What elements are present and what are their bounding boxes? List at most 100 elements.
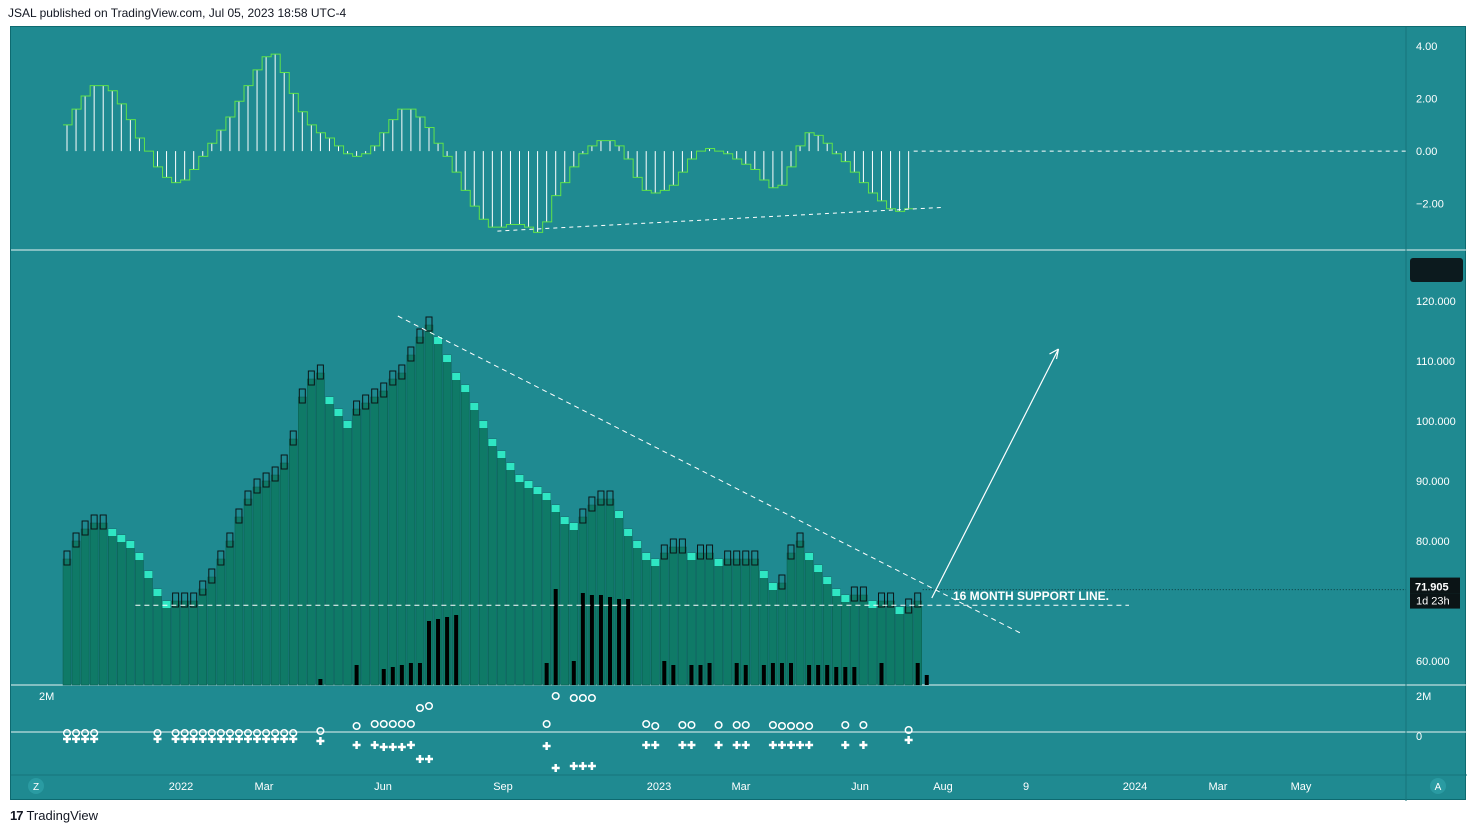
last-price-tag [1410,577,1460,594]
osc-trendline [497,206,941,232]
price-bar-cap [461,385,470,392]
price-candle-outline [660,544,668,560]
price-candle-outline [425,316,433,332]
price-bar [533,486,542,686]
price-candle-outline [262,472,270,488]
price-bar [886,600,895,686]
x-axis-label: Mar [1209,781,1228,793]
signal-circle [388,719,397,729]
signal-cross [379,743,388,751]
signal-cross [216,735,225,743]
tradingview-brand: TradingView [26,808,99,823]
volume-bar [626,599,631,685]
signal-cross [406,741,415,749]
volume-bar [390,667,395,685]
signal-cross [796,741,805,749]
price-bar [560,516,569,686]
signal-left-label: 2M [39,691,54,703]
price-bar [904,606,913,686]
price-y-tick-label: 110.000 [1416,356,1455,368]
signal-circle [796,721,805,731]
price-y-tick-label: 60.000 [1416,656,1450,668]
price-candle-outline [199,580,207,596]
signal-cross [768,741,777,749]
price-candle-outline [407,346,415,362]
tradingview-logo[interactable]: 17 TradingView [10,808,98,823]
volume-bar [381,669,386,685]
price-bar [207,576,217,686]
signal-cross [289,735,298,743]
signal-circle [370,719,379,729]
price-bar-cap [832,589,841,596]
volume-bar [789,663,793,685]
price-bar-cap [651,559,660,566]
signal-cross [714,741,723,749]
signal-cross [841,741,850,749]
price-candle-outline [850,586,858,602]
price-bar [723,558,732,686]
signal-circle [805,721,814,731]
price-bar-cap [560,517,569,524]
price-candle-outline [380,382,388,398]
price-bar [279,462,289,686]
support-annotation: 16 MONTH SUPPORT LINE. [953,589,1109,603]
signal-circle [551,691,560,701]
price-bar-cap [506,463,515,470]
signal-circle [741,720,750,730]
signal-cross [777,741,786,749]
signal-cross [425,755,433,763]
price-bar-cap [533,487,542,494]
signal-cross [651,741,660,749]
signal-y-tick-label: 2M [1416,691,1431,703]
x-axis-label: 2022 [169,781,193,793]
price-candle-outline [226,532,234,548]
volume-bar [553,589,558,685]
price-bar [198,588,207,686]
price-bar-cap [135,553,144,560]
signal-cross [207,735,216,743]
price-candle-outline [353,400,361,416]
signal-circle [904,725,913,735]
price-bar [750,558,760,686]
price-candle-outline [298,388,306,404]
price-bar [343,420,352,686]
price-bar-cap [108,529,117,536]
price-bar-cap [325,397,334,404]
x-axis-label: Jun [851,781,869,793]
price-bar [298,396,307,686]
signal-circle [424,701,434,711]
price-y-tick-label: 80.000 [1416,536,1450,548]
price-candle-outline [217,550,225,566]
signal-cross [271,735,280,743]
volume-bar [743,665,748,685]
signal-circle [542,719,551,729]
chart-canvas[interactable]: 4.002.000.00−2.00120.000110.000100.00090… [11,27,1467,801]
price-y-tick-label: 120.000 [1416,296,1456,308]
signal-cross [189,735,198,743]
price-bar-cap [633,541,642,548]
signal-cross [551,764,560,772]
price-bar-cap [497,451,506,458]
signal-circle [859,720,868,730]
price-bar [542,492,551,686]
volume-bar [436,619,441,685]
signal-cross [587,762,596,770]
price-bar-cap [144,571,153,578]
signal-cross [388,743,397,751]
price-candle-outline [389,370,397,386]
chart-area[interactable]: 4.00 2.00 0.00 −2.00 120.000 110.000 100.000 90… [10,26,1467,801]
price-bar [361,402,370,686]
price-bar-cap [569,523,578,530]
projection-arrow [931,348,1060,599]
signal-circle [642,719,651,729]
price-bar [506,462,515,686]
price-candle-outline [371,388,379,404]
price-candle-outline [778,574,786,590]
signal-circle [786,721,796,731]
volume-bar [734,663,739,685]
price-candle-outline [72,532,80,548]
signal-cross [180,735,189,743]
price-bar-cap [841,595,850,602]
price-bar [126,540,135,686]
signal-cross [352,741,361,749]
